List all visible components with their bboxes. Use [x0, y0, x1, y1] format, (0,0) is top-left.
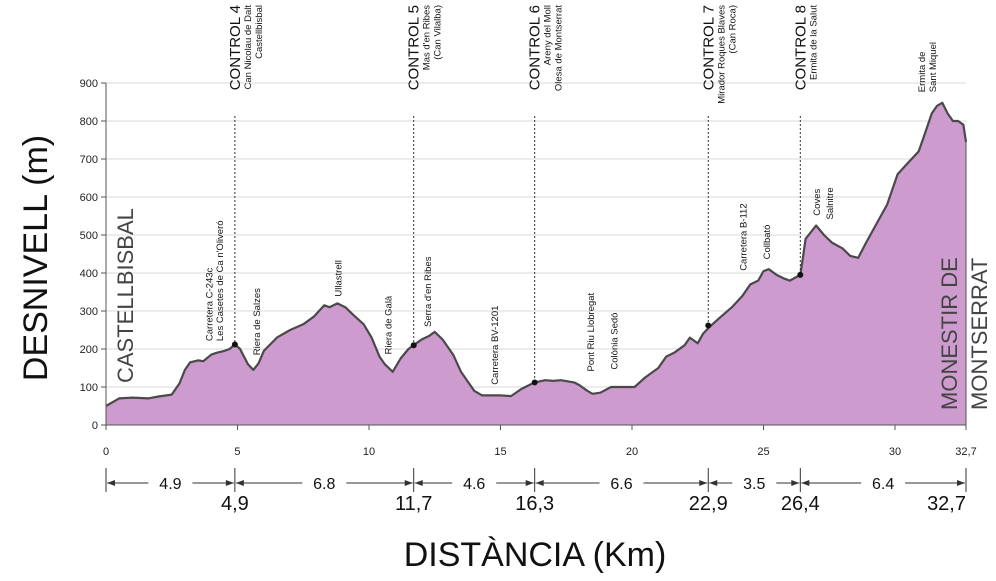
annotation-label: Salnitre [825, 187, 836, 219]
profile-area [105, 101, 968, 426]
y-axis-title: DESNIVELL (m) [17, 135, 55, 381]
axes: 0 100 200 300 400 500 600 700 800 900 0 5 10 15 20 25 30… [80, 78, 977, 458]
segment-arrow-right [404, 480, 413, 486]
segment-arrow-right [525, 480, 534, 486]
control-subtitle: (Can Roca) [727, 5, 738, 54]
x-tick-label: 0 [103, 446, 109, 458]
control-subtitle: Mirador Roques Blaves [716, 5, 727, 104]
control-point [531, 379, 538, 386]
control-subtitle: Areny del Moll [543, 5, 554, 65]
y-tick-label: 700 [80, 154, 98, 166]
x-tick-label: 15 [494, 446, 506, 458]
annotation-label: Collbató [762, 225, 773, 260]
segment-distance: 3.5 [743, 476, 765, 493]
segment-arrow-left [535, 480, 544, 486]
annotation-label: Serra d'en Ribes [423, 256, 434, 327]
start-place-label: CASTELLBISBAL [113, 208, 138, 383]
control-subtitle: Can Nicolau de Dalt [243, 5, 254, 90]
control-subtitle: Mas d'en Ribes [422, 5, 433, 70]
segment-cumulative: 32,7 [927, 493, 966, 515]
y-tick-label: 100 [80, 382, 98, 394]
segment-distance: 6.6 [610, 476, 632, 493]
control-point [705, 322, 712, 329]
segment-cumulative: 11,7 [395, 493, 432, 515]
control-point [797, 271, 804, 278]
segment-cumulative: 26,4 [781, 493, 820, 515]
control-point [410, 342, 417, 349]
annotation-label: Pont Riu Llobregat [586, 292, 597, 371]
segment-cumulative: 22,9 [689, 493, 728, 515]
y-tick-label: 800 [80, 116, 98, 128]
x-tick-label: 30 [889, 446, 901, 458]
x-tick-label: 25 [757, 446, 769, 458]
annotation-label: Carretera BV-1201 [490, 306, 501, 385]
x-tick-label: 5 [234, 446, 240, 458]
y-tick-label: 200 [80, 344, 98, 356]
y-tick-label: 300 [80, 306, 98, 318]
control-subtitle: Castellbisbal [254, 5, 265, 59]
segment-distance: 6.4 [872, 476, 894, 493]
segment-distance: 4.9 [159, 476, 181, 493]
y-tick-label: 0 [92, 420, 98, 432]
y-tick-label: 600 [80, 192, 98, 204]
y-tick-label: 400 [80, 268, 98, 280]
x-axis-title: DISTÀNCIA (Km) [404, 536, 667, 574]
x-tick-label: 32,7 [955, 446, 976, 458]
annotation-label: Sant Miquel [928, 42, 939, 92]
segment-arrow-right [957, 480, 965, 486]
annotation-label: Riera de Galà [383, 295, 394, 354]
profile-line [105, 101, 968, 407]
segment-arrow-left [709, 480, 718, 486]
segment-arrow-left [801, 480, 810, 486]
annotations: Carretera C-243c Les Casetes de Ca n'Oliv… [205, 42, 939, 385]
segment-distance: 6.8 [313, 476, 335, 493]
segment-cumulative: 4,9 [221, 493, 249, 515]
control-subtitle: Ermita de la Salut [808, 5, 819, 80]
segment-arrow-left [107, 480, 115, 486]
segment-arrow-left [414, 480, 423, 486]
controls: CONTROL 4 Can Nicolau de Dalt Castellbisba… [227, 5, 819, 386]
end-place-label-line2: MONTSERRAT [967, 258, 992, 410]
annotation-label: Carretera C-243c [205, 267, 216, 341]
segment-arrow-right [791, 480, 800, 486]
control-title: CONTROL 5 [406, 5, 423, 90]
segment-arrow-right [225, 480, 234, 486]
annotation-label: Colònia Sedó [610, 313, 621, 370]
control-point [231, 341, 238, 348]
segment-arrow-right [699, 480, 708, 486]
x-tick-label: 10 [363, 446, 375, 458]
x-tick-label: 20 [626, 446, 638, 458]
control-subtitle: Olesa de Montserrat [554, 5, 565, 91]
y-tick-label: 900 [80, 78, 98, 90]
segments: 4.9 4,9 6.8 11,7 4.6 16,3 6.6 22,9 3.5 26,4 6.4 32,… [105, 468, 967, 515]
control-title: CONTROL 7 [700, 5, 717, 90]
annotation-label: Les Casetes de Ca n'Oliveró [215, 220, 226, 341]
annotation-label: Carretera B-112 [738, 203, 749, 270]
segment-arrow-left [235, 480, 244, 486]
segment-distance: 4.6 [463, 476, 485, 493]
control-title: CONTROL 6 [527, 5, 544, 90]
annotation-label: Riera de Salzes [252, 288, 263, 355]
profile-fill [106, 102, 966, 426]
control-subtitle: (Can Vilalba) [433, 5, 444, 60]
y-tick-label: 500 [80, 230, 98, 242]
control-title: CONTROL 8 [792, 5, 809, 90]
segment-cumulative: 16,3 [515, 493, 554, 515]
annotation-label: Coves [812, 189, 823, 216]
annotation-label: Ermita de [917, 52, 928, 93]
control-title: CONTROL 4 [227, 5, 244, 90]
end-place-label-line1: MONESTIR DE [937, 257, 962, 410]
annotation-label: Ullastrell [333, 260, 344, 296]
